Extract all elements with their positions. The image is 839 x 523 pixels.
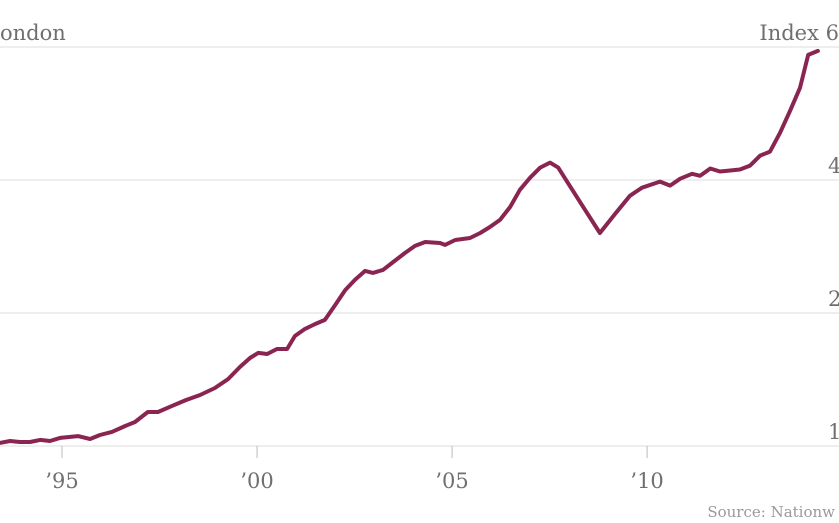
x-tick-label: ’00 — [240, 469, 273, 493]
source: Source: Nationw — [707, 503, 835, 521]
x-tick-label: ’05 — [435, 469, 468, 493]
y-tick-label: 4 — [828, 154, 839, 178]
line — [0, 48, 820, 445]
x-tick-label: ’95 — [45, 469, 78, 493]
y-tick-label: 1 — [828, 420, 839, 444]
y-tick-label: 2 — [828, 287, 839, 311]
y-axis-label: Index 6 — [759, 21, 839, 45]
chart-title: ondon — [0, 21, 66, 45]
x-tick-label: ’10 — [630, 469, 663, 493]
